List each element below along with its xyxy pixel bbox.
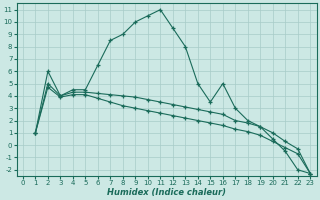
X-axis label: Humidex (Indice chaleur): Humidex (Indice chaleur) [107, 188, 226, 197]
